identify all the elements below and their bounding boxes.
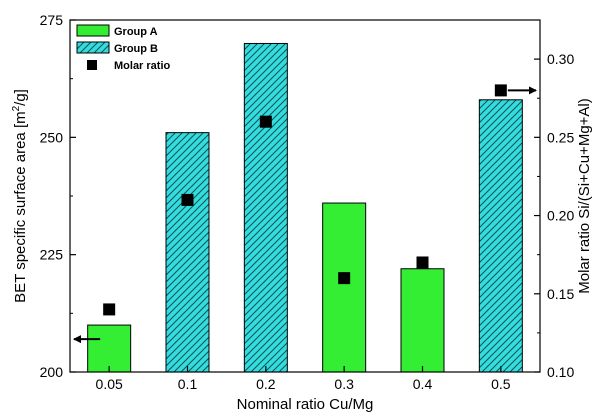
y2-tick-label: 0.15 xyxy=(547,286,574,302)
bar-group-a-0.4 xyxy=(400,268,445,373)
y-axis-title-main: BET specific surface area [m xyxy=(12,111,29,302)
legend-marker-molar-ratio xyxy=(87,60,97,70)
axis-arrows xyxy=(73,86,537,344)
y2-tick-label: 0.20 xyxy=(547,208,574,224)
molar-ratio-points xyxy=(103,84,507,316)
y2-tick-label: 0.30 xyxy=(547,51,574,67)
bar-group-b-0.2 xyxy=(243,42,288,373)
bar-group-a-0.3 xyxy=(322,202,367,373)
x-tick-label: 0.05 xyxy=(96,376,123,392)
x-tick-label: 0.2 xyxy=(256,376,276,392)
x-tick-label: 0.1 xyxy=(178,376,198,392)
marker-molar-ratio-0.1 xyxy=(181,193,194,206)
x-axis: 0.05 0.1 0.2 0.3 0.4 0.5 xyxy=(96,366,511,392)
marker-molar-ratio-0.3 xyxy=(338,272,351,285)
bar-group-b-0.5 xyxy=(478,99,523,373)
y2-axis-title: Molar ratio Si/(Si+Cu+Mg+Al) xyxy=(576,98,593,293)
x-tick-label: 0.5 xyxy=(491,376,511,392)
bars-layer xyxy=(87,42,523,373)
y-tick-label: 200 xyxy=(40,364,64,380)
y2-tick-label: 0.10 xyxy=(547,364,574,380)
y-tick-label: 250 xyxy=(40,129,64,145)
x-tick-label: 0.3 xyxy=(334,376,354,392)
legend-label-group-b: Group B xyxy=(114,43,158,55)
left-axis: 200 225 250 275 xyxy=(40,12,76,380)
y-axis-title: BET specific surface area [m2/g] xyxy=(11,89,29,303)
marker-molar-ratio-0.05 xyxy=(103,303,116,316)
marker-molar-ratio-0.5 xyxy=(494,84,507,97)
legend-swatch-group-b xyxy=(76,41,110,54)
legend: Group A Group B Molar ratio xyxy=(76,24,171,72)
y2-tick-label: 0.25 xyxy=(547,129,574,145)
y-axis-title-sup: 2 xyxy=(11,105,22,111)
marker-molar-ratio-0.2 xyxy=(259,115,272,128)
right-axis: 0.10 0.15 0.20 0.25 0.30 xyxy=(534,51,574,380)
legend-label-molar-ratio: Molar ratio xyxy=(114,60,171,72)
y-axis-title-end: /g] xyxy=(12,89,29,106)
y-tick-label: 275 xyxy=(40,12,64,28)
marker-molar-ratio-0.4 xyxy=(416,256,429,269)
plot-frame xyxy=(69,19,541,373)
bar-group-a-0.05 xyxy=(87,324,132,373)
legend-swatch-group-a xyxy=(76,24,110,37)
y-tick-label: 225 xyxy=(40,247,64,263)
x-tick-label: 0.4 xyxy=(413,376,433,392)
x-axis-title: Nominal ratio Cu/Mg xyxy=(237,396,374,413)
legend-label-group-a: Group A xyxy=(114,26,158,38)
bar-group-b-0.1 xyxy=(165,132,210,373)
